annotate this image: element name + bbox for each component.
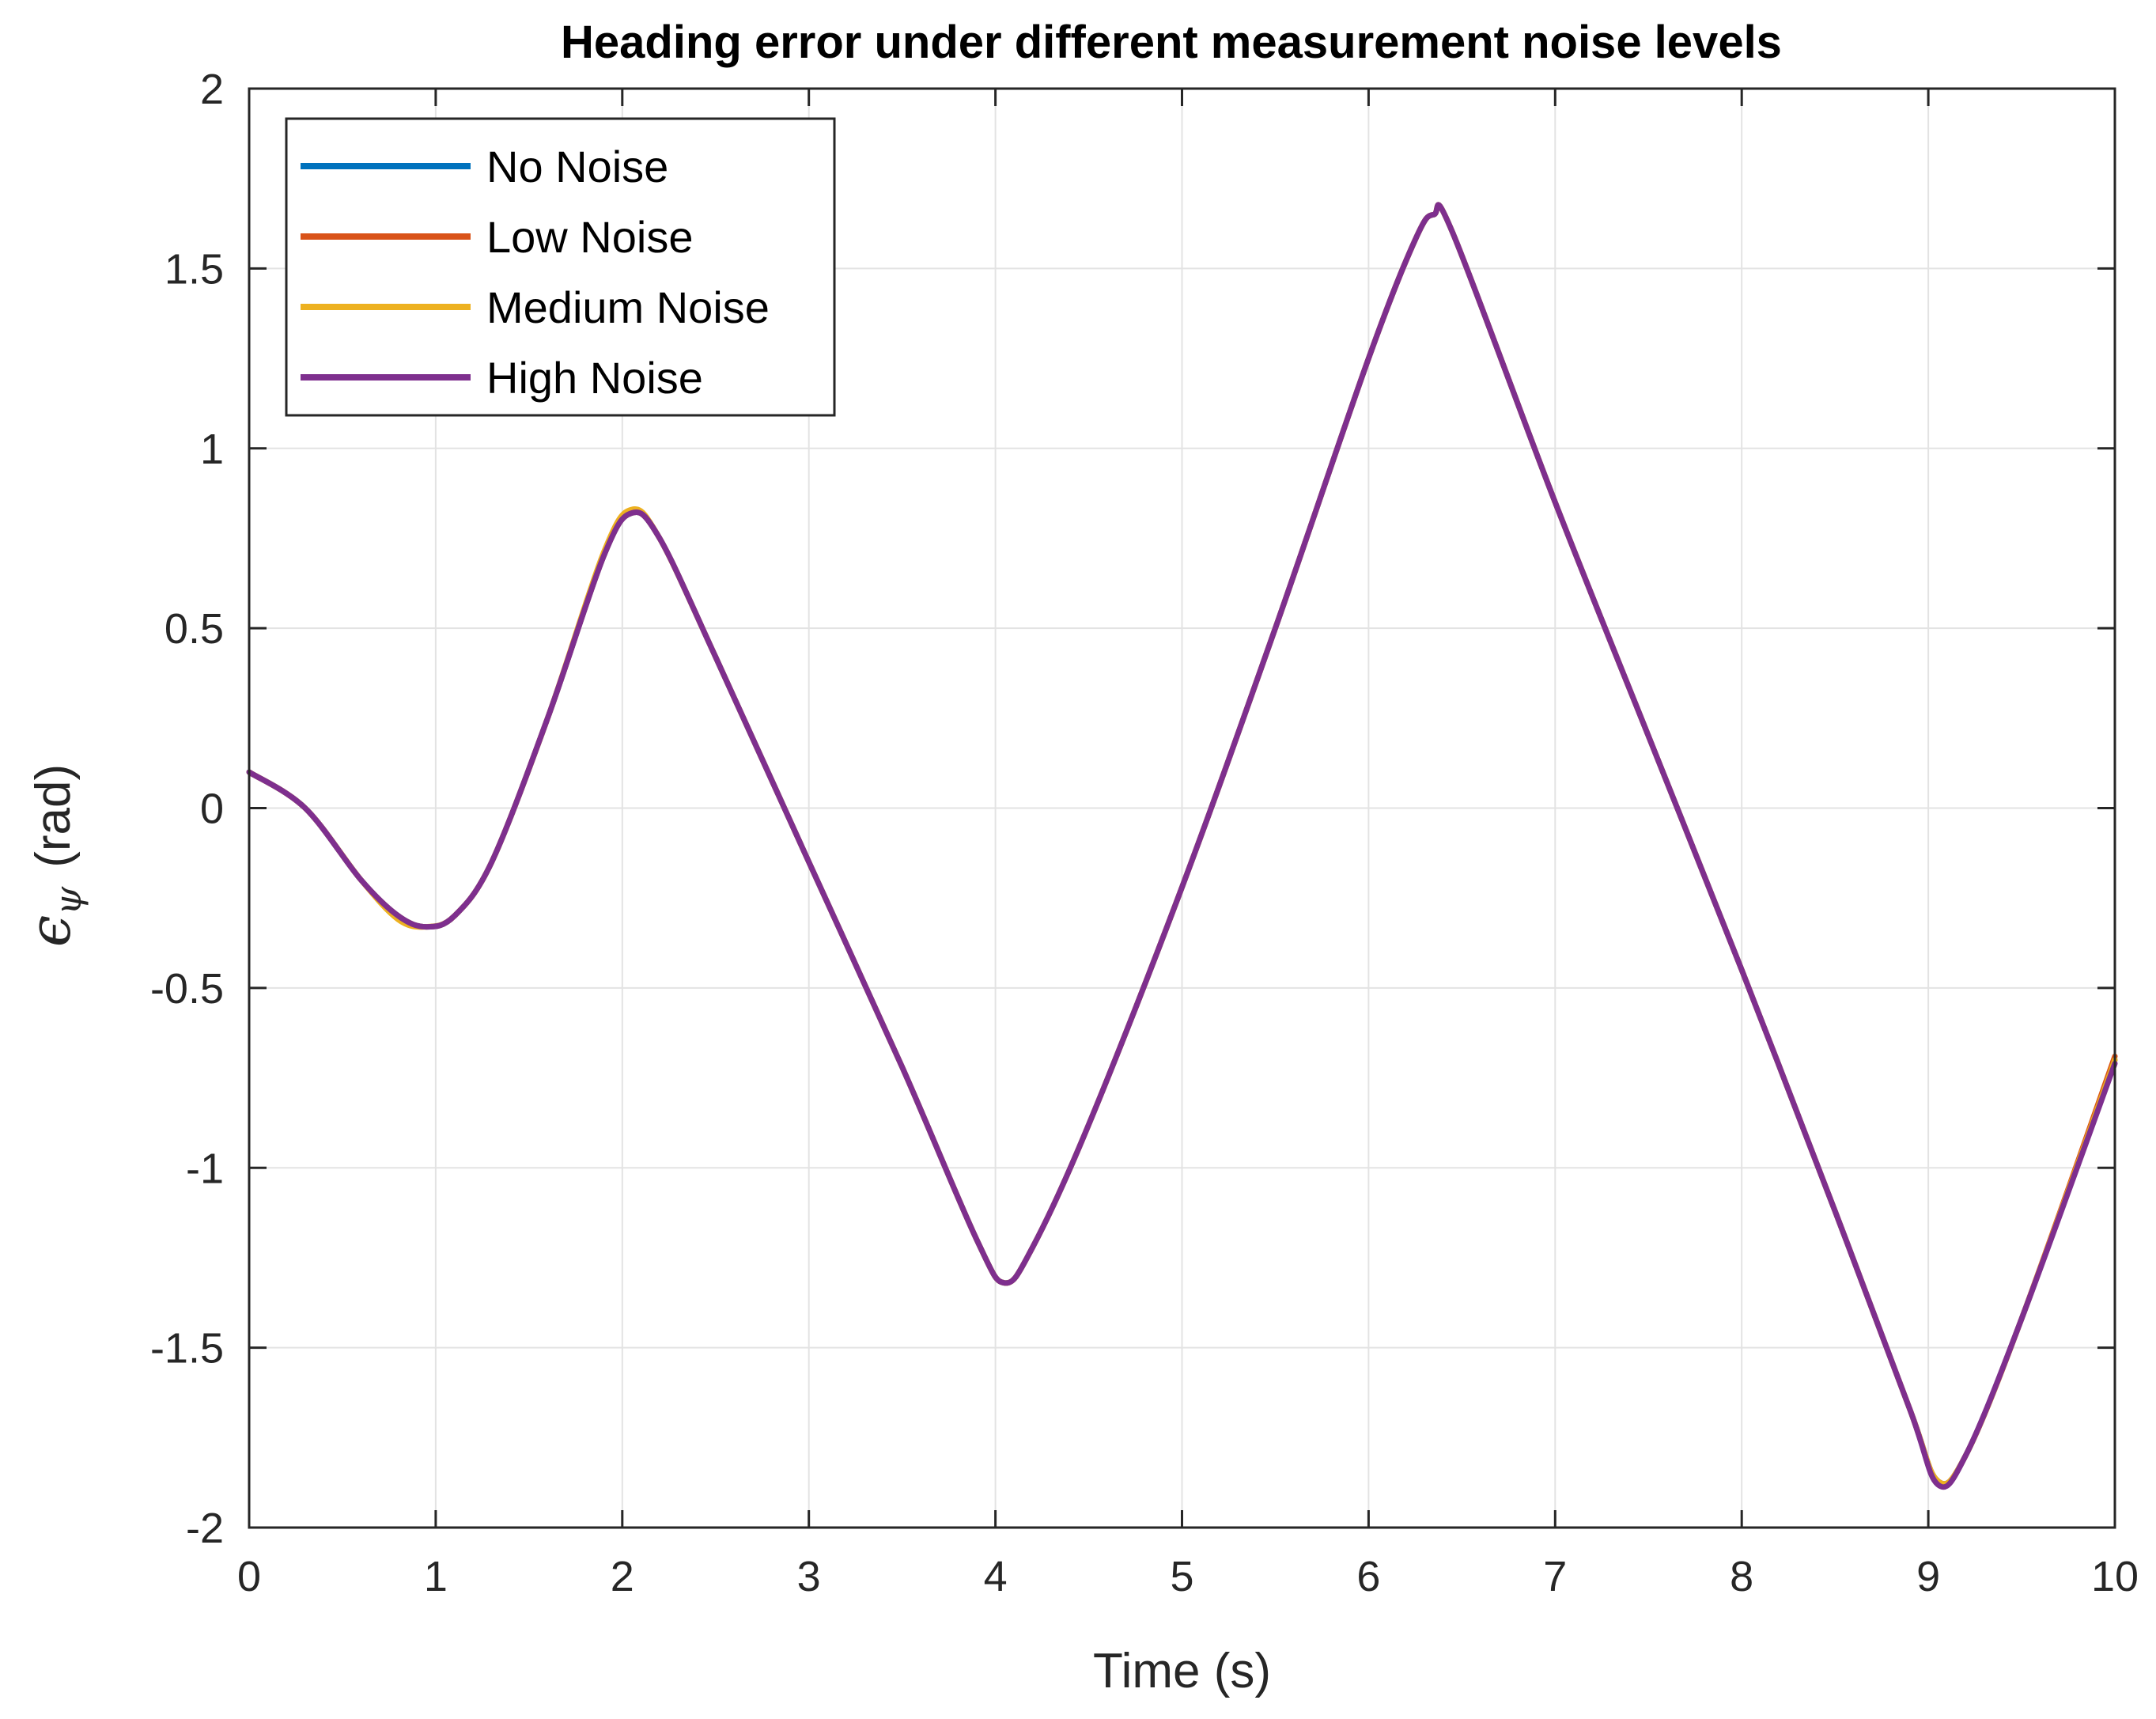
y-tick-label: 1.5 [165,245,224,293]
x-tick-label: 9 [1916,1553,1940,1600]
x-tick-label: 0 [237,1553,261,1600]
x-tick-label: 4 [984,1553,1008,1600]
x-tick-label: 8 [1730,1553,1753,1600]
x-tick-label: 7 [1543,1553,1567,1600]
y-tick-label: 0 [200,786,224,833]
y-axis-label: ϵψ (rad) [17,764,89,947]
svg-text:ϵψ(rad): ϵψ (rad) [17,764,89,947]
y-tick-label: 0.5 [165,605,224,653]
tick-marks [248,87,2116,1529]
x-tick-label: 2 [611,1553,634,1600]
legend-label-low-noise: Low Noise [486,212,693,262]
legend: No Noise Low Noise Medium Noise High Noise [285,117,836,417]
x-tick-label: 3 [797,1553,821,1600]
x-tick-label: 10 [2091,1553,2139,1600]
legend-label-no-noise: No Noise [486,142,668,191]
x-tick-label: 5 [1170,1553,1193,1600]
y-tick-labels: 2 1.5 1 0.5 0 -0.5 -1 -1.5 -2 [150,66,224,1552]
x-axis-label: Time (s) [1093,1644,1271,1698]
chart-title: Heading error under different measuremen… [561,17,1782,68]
series-line-high-noise [246,202,2118,1490]
y-tick-label: -1 [186,1145,224,1192]
y-tick-label: -1.5 [150,1325,224,1373]
y-axis-unit: (rad) [26,764,81,868]
legend-label-high-noise: High Noise [486,353,703,403]
x-tick-label: 6 [1356,1553,1380,1600]
legend-label-medium-noise: Medium Noise [486,282,770,332]
x-tick-labels: 0 1 2 3 4 5 6 7 8 9 10 [237,1553,2139,1600]
y-axis-subscript: ψ [47,886,89,915]
y-tick-label: 1 [200,426,224,473]
y-tick-label: -0.5 [150,965,224,1013]
series-lines [246,202,2118,1490]
x-tick-label: 1 [424,1553,448,1600]
y-tick-label: -2 [186,1505,224,1552]
y-tick-label: 2 [200,66,224,113]
y-axis-symbol: ϵ [17,915,83,947]
